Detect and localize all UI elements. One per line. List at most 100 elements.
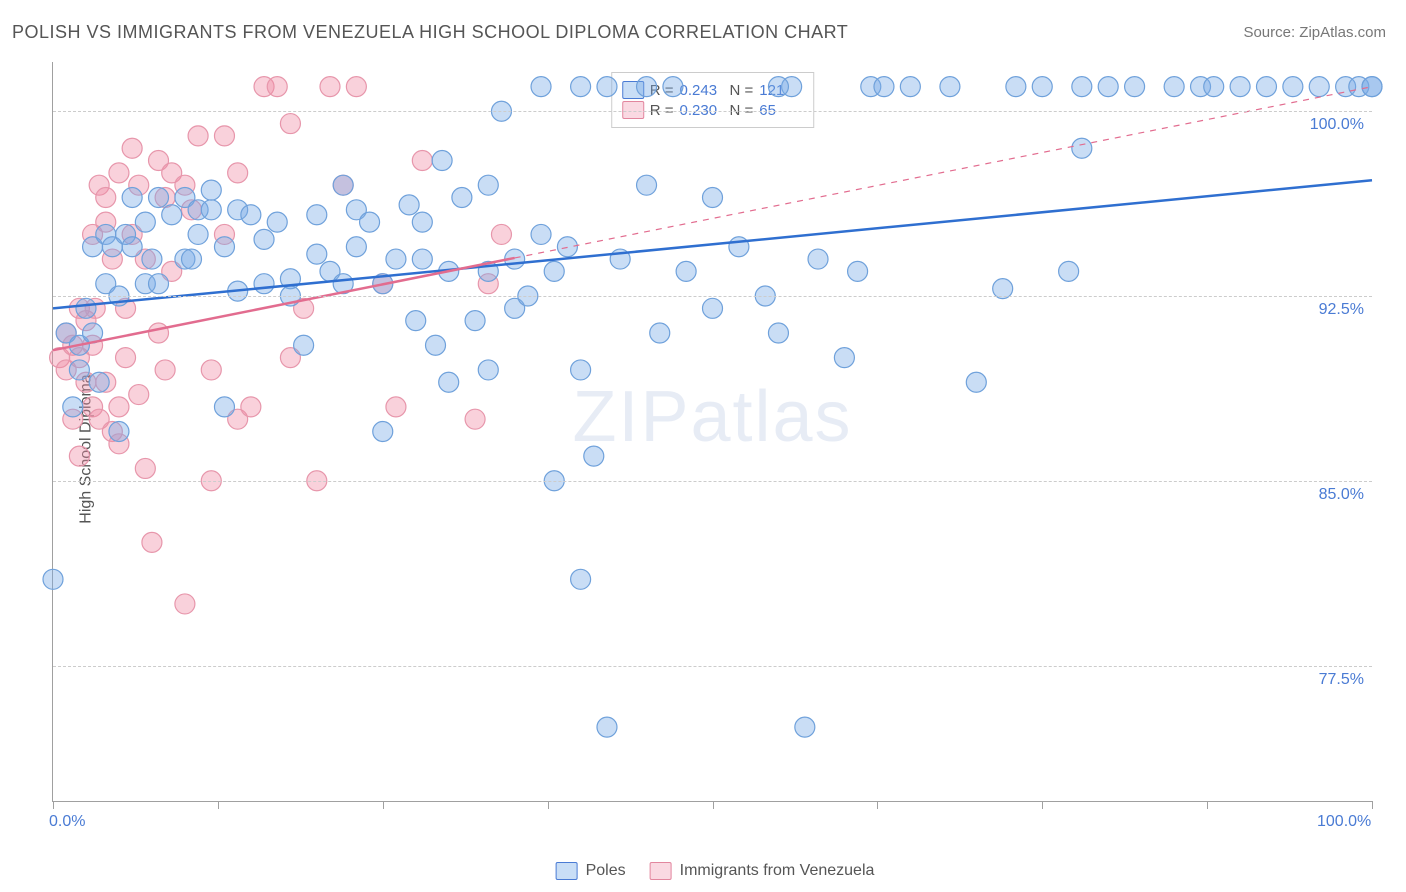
scatter-point (874, 77, 894, 97)
scatter-point (69, 446, 89, 466)
scatter-point (116, 348, 136, 368)
scatter-point (122, 187, 142, 207)
swatch-blue-icon (556, 862, 578, 880)
grid-line-h (53, 296, 1372, 297)
scatter-point (267, 212, 287, 232)
x-tick (53, 801, 54, 809)
scatter-point (597, 77, 617, 97)
scatter-point (399, 195, 419, 215)
scatter-point (531, 77, 551, 97)
scatter-point (149, 187, 169, 207)
scatter-point (241, 397, 261, 417)
bottom-legend-item-1: Poles (556, 862, 626, 880)
scatter-point (386, 397, 406, 417)
scatter-point (729, 237, 749, 257)
scatter-point (452, 187, 472, 207)
scatter-point (122, 138, 142, 158)
scatter-point (406, 311, 426, 331)
scatter-point (439, 372, 459, 392)
scatter-point (808, 249, 828, 269)
scatter-point (1125, 77, 1145, 97)
x-tick (1042, 801, 1043, 809)
scatter-point (360, 212, 380, 232)
scatter-point (703, 298, 723, 318)
scatter-point (544, 261, 564, 281)
scatter-point (69, 360, 89, 380)
scatter-point (1059, 261, 1079, 281)
scatter-point (703, 187, 723, 207)
x-tick (877, 801, 878, 809)
scatter-point (214, 126, 234, 146)
scatter-point (373, 422, 393, 442)
x-tick (1207, 801, 1208, 809)
scatter-point (241, 205, 261, 225)
scatter-point (346, 237, 366, 257)
scatter-point (122, 237, 142, 257)
scatter-point (663, 77, 683, 97)
scatter-point (426, 335, 446, 355)
scatter-point (412, 151, 432, 171)
x-tick (1372, 801, 1373, 809)
scatter-point (96, 187, 116, 207)
scatter-svg (53, 62, 1372, 801)
scatter-point (254, 229, 274, 249)
plot-area: ZIPatlas R = 0.243 N = 121 R = 0.230 N =… (52, 62, 1372, 802)
scatter-point (650, 323, 670, 343)
scatter-point (1309, 77, 1329, 97)
grid-line-h (53, 481, 1372, 482)
scatter-point (201, 200, 221, 220)
scatter-point (637, 175, 657, 195)
scatter-point (1098, 77, 1118, 97)
scatter-point (89, 372, 109, 392)
scatter-point (768, 323, 788, 343)
scatter-point (1072, 138, 1092, 158)
scatter-point (228, 163, 248, 183)
scatter-point (571, 569, 591, 589)
x-tick-label: 0.0% (49, 813, 85, 831)
scatter-point (834, 348, 854, 368)
scatter-point (149, 323, 169, 343)
scatter-point (940, 77, 960, 97)
x-tick-label: 100.0% (1317, 813, 1371, 831)
scatter-point (386, 249, 406, 269)
chart-container: High School Diploma ZIPatlas R = 0.243 N… (40, 54, 1390, 844)
scatter-point (201, 360, 221, 380)
scatter-point (142, 249, 162, 269)
scatter-point (597, 717, 617, 737)
scatter-point (1204, 77, 1224, 97)
scatter-point (109, 163, 129, 183)
bottom-legend-item-2: Immigrants from Venezuela (650, 862, 875, 880)
scatter-point (676, 261, 696, 281)
scatter-point (129, 385, 149, 405)
scatter-point (346, 77, 366, 97)
y-tick-label: 100.0% (1310, 116, 1364, 134)
x-tick (713, 801, 714, 809)
scatter-point (109, 397, 129, 417)
scatter-point (571, 77, 591, 97)
swatch-pink-icon (650, 862, 672, 880)
scatter-point (465, 409, 485, 429)
scatter-point (465, 311, 485, 331)
scatter-point (320, 77, 340, 97)
scatter-point (175, 594, 195, 614)
scatter-point (43, 569, 63, 589)
scatter-point (63, 397, 83, 417)
scatter-point (201, 180, 221, 200)
scatter-point (478, 360, 498, 380)
scatter-point (432, 151, 452, 171)
scatter-point (1362, 77, 1382, 97)
scatter-point (1072, 77, 1092, 97)
scatter-point (848, 261, 868, 281)
scatter-point (412, 212, 432, 232)
scatter-point (637, 77, 657, 97)
scatter-point (109, 422, 129, 442)
scatter-point (188, 224, 208, 244)
scatter-point (135, 458, 155, 478)
x-tick (218, 801, 219, 809)
scatter-point (1230, 77, 1250, 97)
scatter-point (155, 360, 175, 380)
scatter-point (307, 205, 327, 225)
bottom-legend-label-1: Poles (586, 862, 626, 880)
scatter-point (1164, 77, 1184, 97)
scatter-point (1256, 77, 1276, 97)
